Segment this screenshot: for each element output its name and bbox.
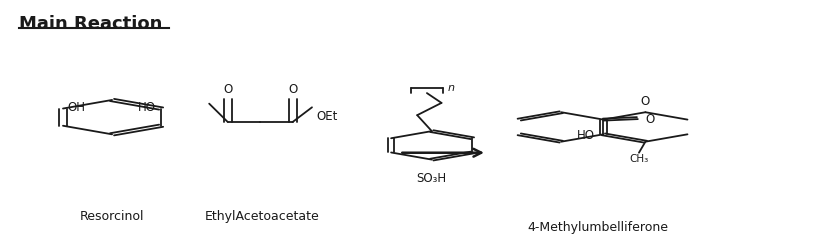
Text: 4-Methylumbelliferone: 4-Methylumbelliferone: [527, 220, 668, 233]
Text: SO₃H: SO₃H: [416, 171, 447, 184]
Text: OEt: OEt: [316, 109, 337, 122]
Text: n: n: [448, 83, 455, 93]
Text: Resorcinol: Resorcinol: [80, 209, 144, 222]
Text: Main Reaction: Main Reaction: [19, 15, 162, 33]
Text: O: O: [641, 94, 650, 108]
Text: HO: HO: [577, 128, 595, 141]
Text: HO: HO: [139, 100, 156, 113]
Text: O: O: [645, 112, 654, 125]
Text: O: O: [223, 83, 232, 96]
Text: CH₃: CH₃: [629, 154, 649, 164]
Text: OH: OH: [68, 100, 86, 113]
Text: O: O: [288, 83, 297, 96]
Text: EthylAcetoacetate: EthylAcetoacetate: [205, 209, 319, 222]
